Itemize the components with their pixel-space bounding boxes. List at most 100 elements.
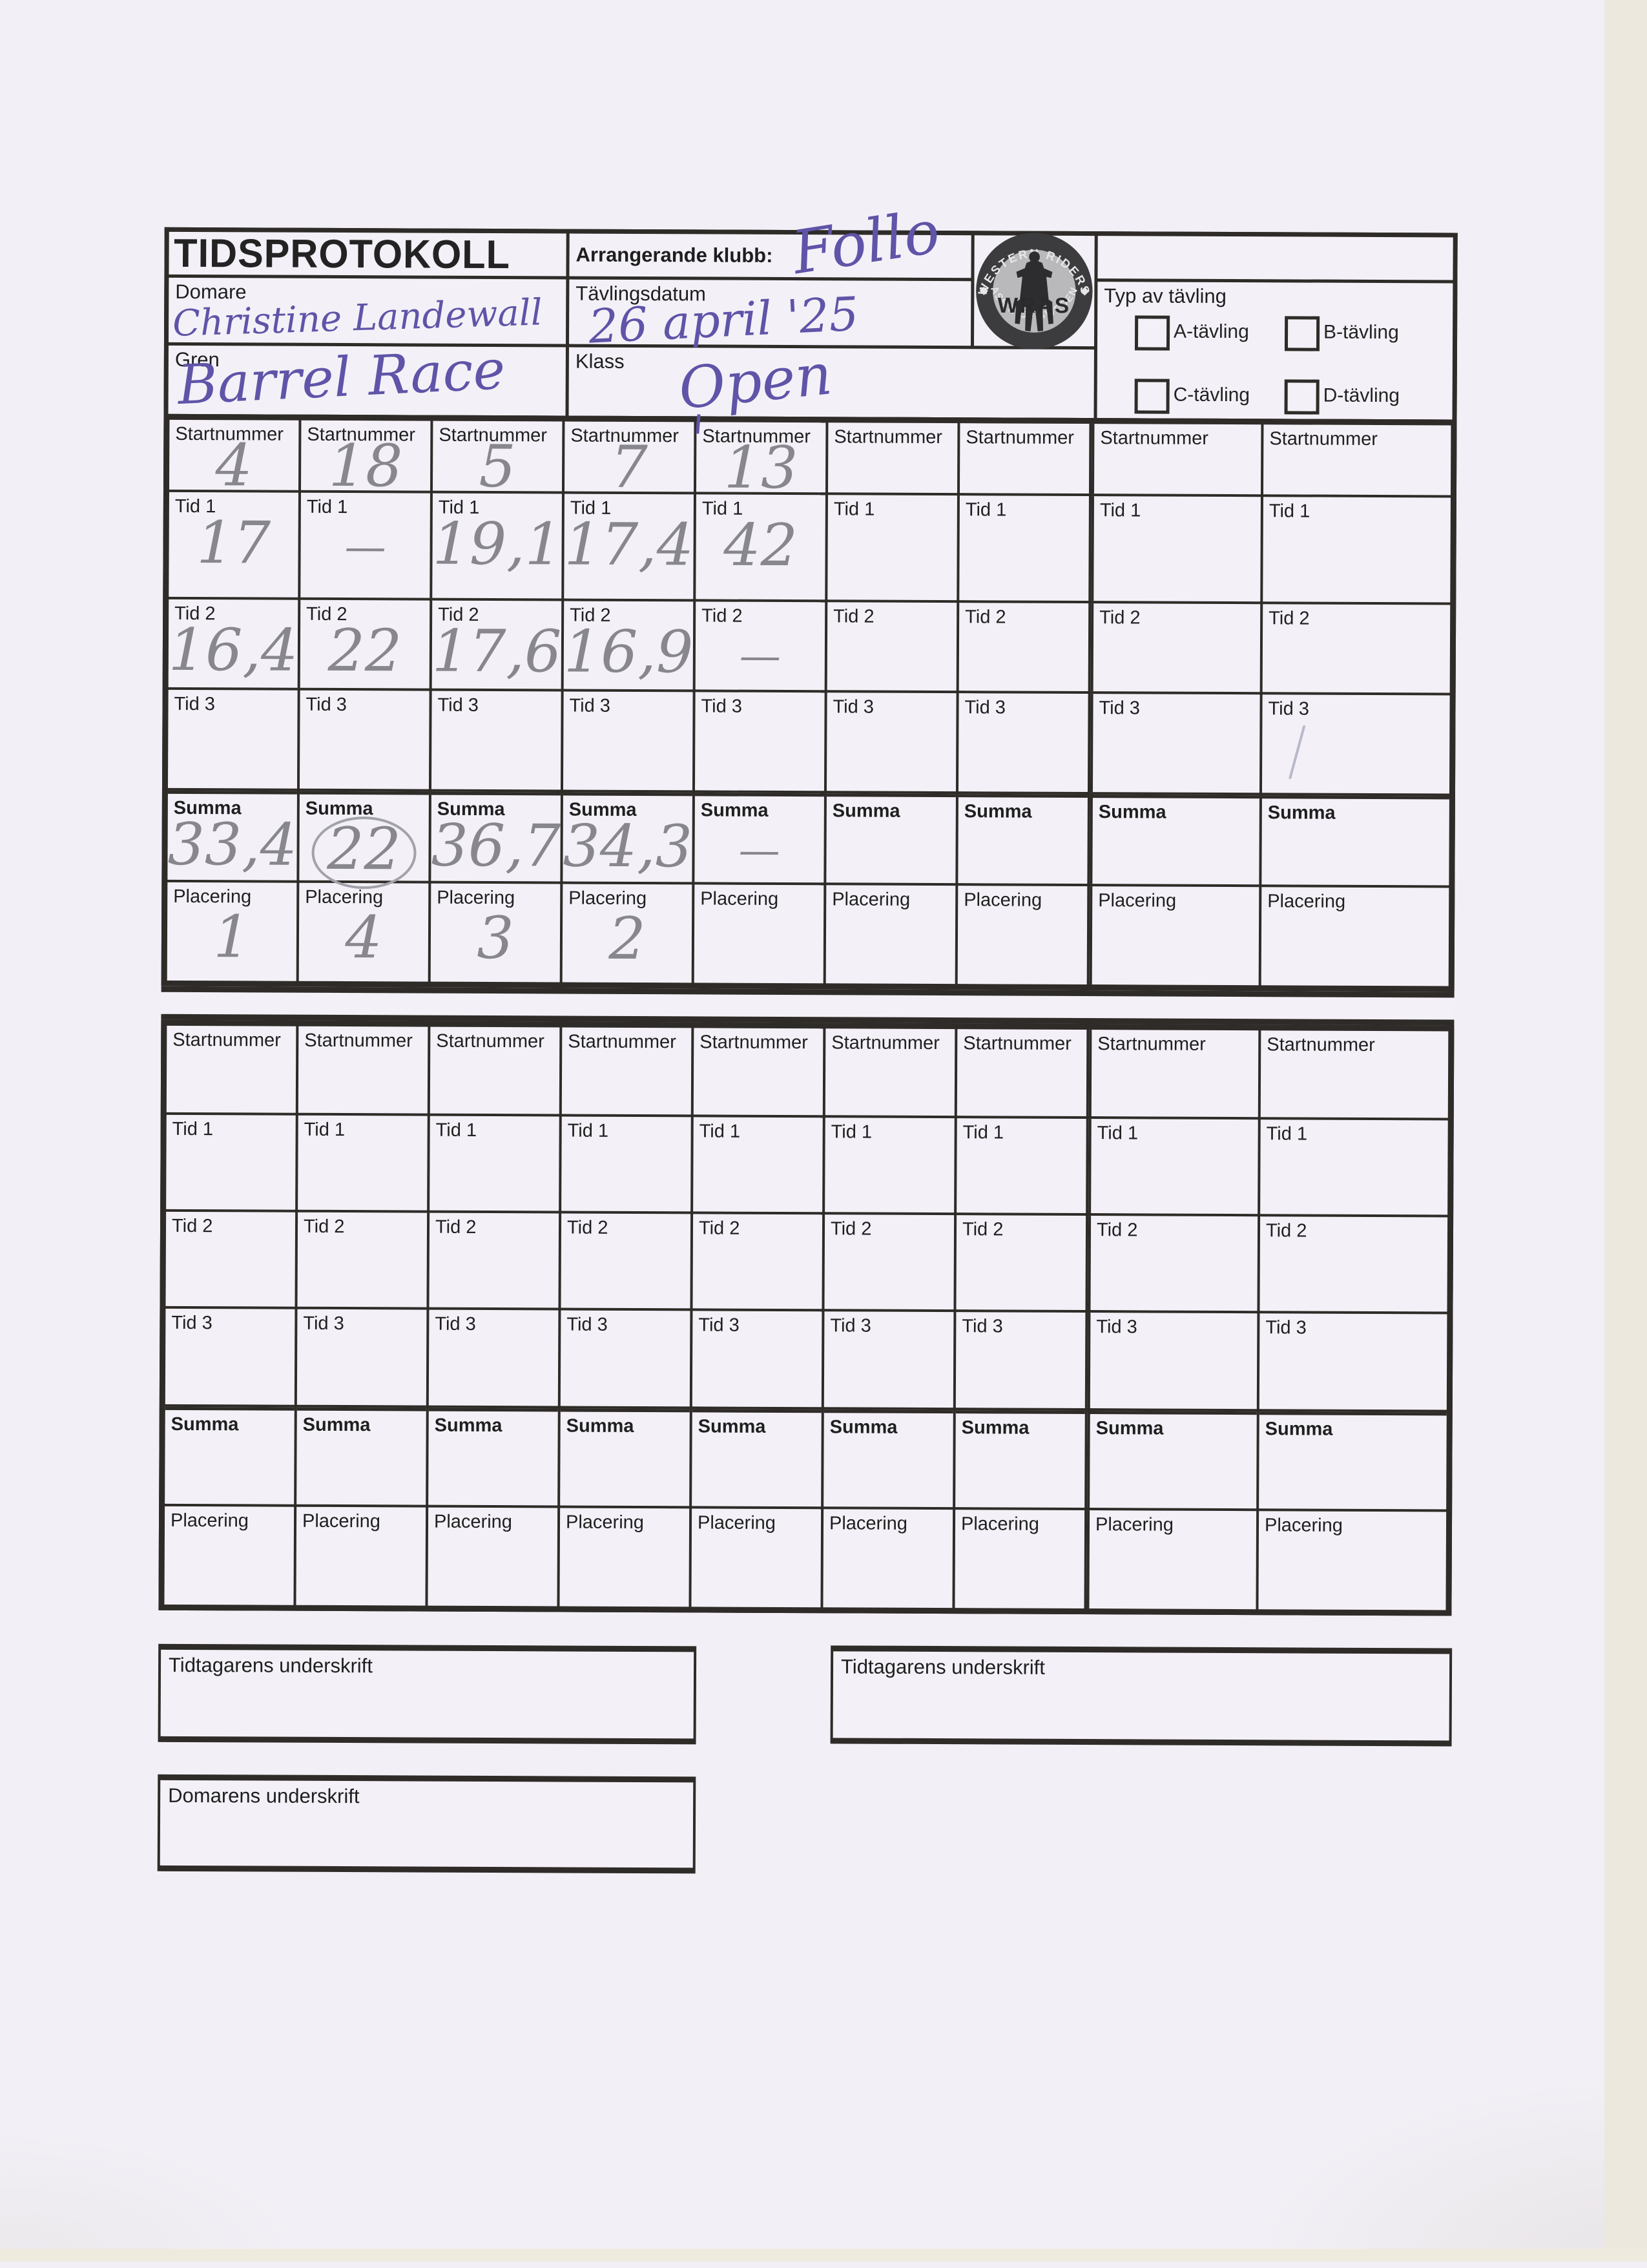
table2-tid1-col5-cell: Tid 1 xyxy=(693,1117,823,1212)
cell-label: Placering xyxy=(302,1510,381,1532)
table2-tid1-col3-cell: Tid 1 xyxy=(430,1116,559,1211)
checkbox-b-tavling xyxy=(1284,316,1320,351)
table2-start-col6-cell: Startnummer xyxy=(825,1028,955,1116)
table1-tid2-col1-cell: Tid 2 16,4 xyxy=(168,599,298,688)
cell-label: Summa xyxy=(829,1417,898,1438)
table1-summa-col2-cell: Summa 22 xyxy=(299,791,429,890)
handwritten-value: 4 xyxy=(215,432,253,500)
table2-placering-col9-cell: Placering xyxy=(1258,1511,1447,1610)
club-handwritten-value: Follo xyxy=(787,196,944,288)
handwritten-value: 33,4 xyxy=(167,810,298,879)
checkbox-a-label: A-tävling xyxy=(1174,320,1249,343)
cell-label: Tid 1 xyxy=(1097,1123,1139,1144)
table1-summa-col5-cell: Summa — xyxy=(694,793,824,883)
cell-label: Tid 3 xyxy=(174,693,216,715)
club-label: Arrangerande klubb: xyxy=(575,243,773,267)
table1-start-col6-cell: Startnummer xyxy=(827,422,958,494)
class-label: Klass xyxy=(575,349,625,373)
table1-placering-col1-cell: Placering 1 xyxy=(167,882,297,981)
table2-placering-col2-cell: Placering xyxy=(296,1506,426,1606)
judge-handwritten-value: Christine Landewall xyxy=(172,291,543,345)
table2-summa-col4-cell: Summa xyxy=(560,1408,690,1506)
table1-placering-col2-cell: Placering 4 xyxy=(298,882,429,982)
table1-tid2-col9-cell: Tid 2 xyxy=(1262,604,1451,693)
cell-label: Tid 3 xyxy=(306,694,347,716)
table1-start-col8-cell: Startnummer xyxy=(1091,424,1261,495)
table1-start-col5-cell: Startnummer 13 xyxy=(696,422,826,502)
table1-summa-col6-cell: Summa xyxy=(826,793,956,884)
table1-tid2-col7-cell: Tid 2 xyxy=(958,603,1089,692)
timer-signature-label: Tidtagarens underskrift xyxy=(840,1655,1046,1679)
cell-label: Tid 3 xyxy=(833,696,875,718)
table2-tid3-col9-cell: Tid 3 xyxy=(1259,1313,1447,1410)
cell-label: Tid 3 xyxy=(566,1314,608,1335)
table1-start-col1-cell: Startnummer 4 xyxy=(169,419,299,499)
cell-label: Placering xyxy=(433,1511,513,1533)
cell-label: Startnummer xyxy=(831,1032,940,1054)
date-cell: Tävlingsdatum 26 april '25 xyxy=(568,279,971,354)
table1-placering-col8-cell: Placering xyxy=(1089,886,1259,986)
table1-tid1-col4-cell: Tid 1 17,4 xyxy=(564,494,694,599)
cell-label: Tid 3 xyxy=(964,697,1006,718)
checkbox-a-tavling xyxy=(1134,315,1170,351)
cell-label: Tid 2 xyxy=(171,1215,213,1237)
table2-tid1-col6-cell: Tid 1 xyxy=(825,1118,955,1213)
cell-label: Tid 2 xyxy=(435,1216,477,1238)
cell-label: Summa xyxy=(1098,802,1166,823)
class-handwritten-value: Open xyxy=(676,340,835,422)
table1-tid1-col2-cell: Tid 1— xyxy=(300,492,430,598)
cell-label: Startnummer xyxy=(568,1031,676,1053)
table2-tid2-col6-cell: Tid 2 xyxy=(824,1214,955,1310)
table1-tid3-col6-cell: Tid 3 xyxy=(826,692,957,792)
logo-center-text: WRAS xyxy=(997,293,1071,317)
checkbox-d-tavling xyxy=(1284,379,1320,415)
handwritten-value: 16,4 xyxy=(168,616,298,685)
timer-signature-box-right: Tidtagarens underskrift xyxy=(830,1645,1453,1747)
handwritten-value: 1 xyxy=(213,903,251,972)
cell-label: Tid 3 xyxy=(830,1315,871,1337)
table2-start-col4-cell: Startnummer xyxy=(561,1027,692,1115)
table2-tid1-col2-cell: Tid 1 xyxy=(298,1115,428,1211)
cell-label: Startnummer xyxy=(699,1032,808,1054)
cell-label: Tid 3 xyxy=(698,1315,740,1336)
cell-label: Tid 3 xyxy=(1265,1317,1307,1338)
table1-tid2-col4-cell: Tid 2 16,9 xyxy=(563,601,694,690)
club-cell: Arrangerande klubb: Follo xyxy=(569,197,971,287)
cell-label: Summa xyxy=(566,1415,634,1437)
handwritten-value: 36,7 xyxy=(431,811,561,880)
table1-tid2-col3-cell: Tid 2 17,6 xyxy=(431,600,562,689)
cell-label: Tid 2 xyxy=(1269,608,1310,629)
results-table-1: Startnummer 4 Startnummer 18 Startnummer 5 Sta… xyxy=(161,413,1457,992)
cell-label: Tid 2 xyxy=(830,1218,872,1240)
table1-placering-col3-cell: Placering 3 xyxy=(430,883,561,983)
cell-label: Summa xyxy=(832,800,900,822)
cell-label: Summa xyxy=(1265,1419,1333,1440)
cell-label: Tid 3 xyxy=(435,1313,476,1335)
table2-summa-col1-cell: Summa xyxy=(165,1406,295,1504)
table1-tid1-col8-cell: Tid 1 xyxy=(1091,496,1261,602)
judge-cell: Domare Christine Landewall xyxy=(168,277,566,345)
handwritten-value: — xyxy=(738,826,780,875)
table2-tid2-col1-cell: Tid 2 xyxy=(165,1211,296,1307)
cell-label: Startnummer xyxy=(1100,428,1209,449)
cell-label: Tid 1 xyxy=(1099,500,1141,521)
empty-top-right-cell xyxy=(1097,236,1453,280)
table2-tid1-col8-cell: Tid 1 xyxy=(1088,1119,1258,1214)
cell-label: Tid 3 xyxy=(303,1313,344,1335)
cell-label: Tid 2 xyxy=(698,1218,740,1239)
cell-label: Placering xyxy=(1098,890,1177,911)
horse-rider-silhouette xyxy=(1015,251,1053,331)
handwritten-value: 7 xyxy=(610,433,648,502)
cell-label: Tid 2 xyxy=(566,1217,608,1238)
table1-tid3-col4-cell: Tid 3 xyxy=(563,691,693,791)
table1-start-col4-cell: Startnummer 7 xyxy=(564,421,694,501)
table2-placering-col3-cell: Placering xyxy=(428,1507,558,1607)
table2-tid2-col3-cell: Tid 2 xyxy=(429,1212,559,1308)
table2-summa-col8-cell: Summa xyxy=(1087,1411,1257,1509)
table2-start-col8-cell: Startnummer xyxy=(1088,1030,1259,1118)
table2-start-col5-cell: Startnummer xyxy=(693,1028,824,1116)
table2-placering-col7-cell: Placering xyxy=(955,1510,1085,1609)
table1-start-col9-cell: Startnummer xyxy=(1263,424,1451,495)
cell-label: Tid 3 xyxy=(171,1312,212,1334)
type-option-c: C-tävling xyxy=(1134,379,1250,414)
